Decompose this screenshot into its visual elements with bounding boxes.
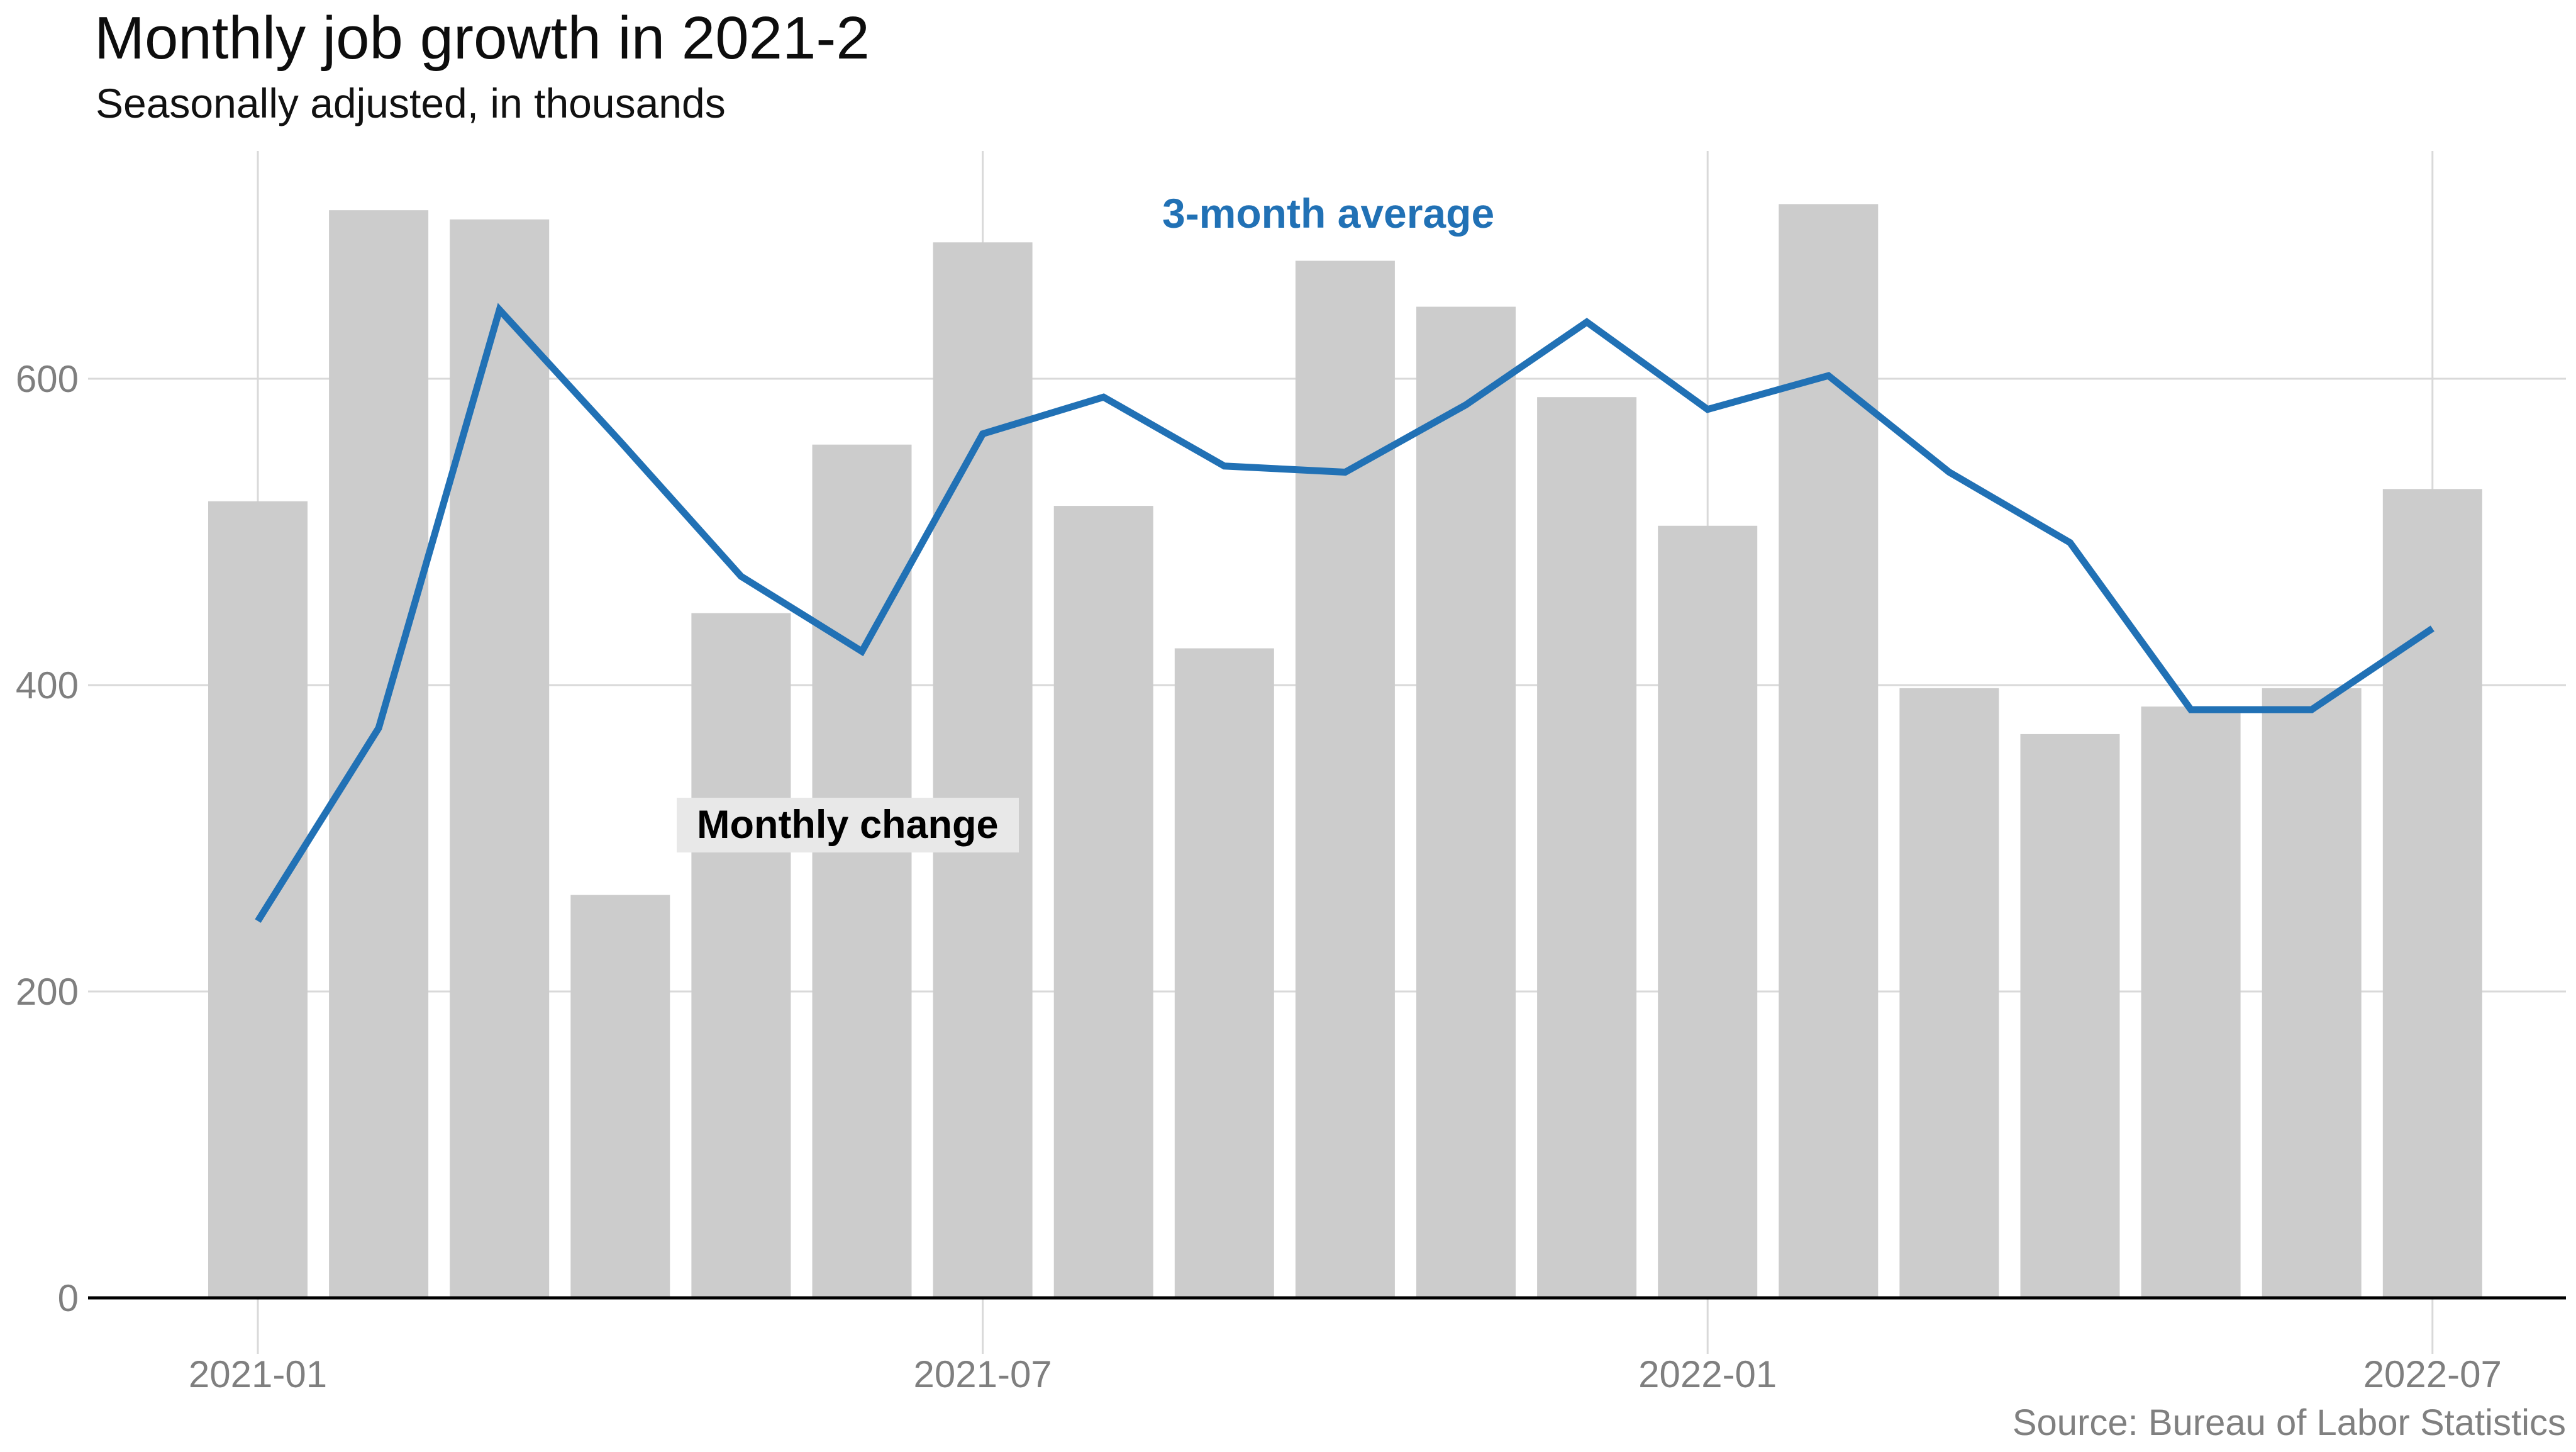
bar-monthly-change	[1053, 506, 1153, 1298]
y-tick-label: 0	[58, 1277, 79, 1319]
bar-monthly-change	[450, 219, 550, 1298]
bar-monthly-change	[1658, 525, 1758, 1298]
line-3-month-average	[255, 303, 2434, 923]
bar-monthly-change	[2262, 688, 2362, 1298]
y-tick-label: 400	[16, 664, 79, 706]
source-credit: Source: Bureau of Labor Statistics	[2012, 1402, 2566, 1443]
bar-monthly-change	[812, 444, 912, 1298]
bar-monthly-change	[2382, 489, 2482, 1298]
bar-monthly-change	[208, 501, 308, 1298]
bar-monthly-change	[570, 895, 670, 1298]
bar-monthly-change	[933, 242, 1033, 1298]
bar-monthly-change	[329, 210, 429, 1298]
x-tick-label: 2021-07	[913, 1353, 1052, 1395]
bar-series-label: Monthly change	[677, 798, 1019, 852]
y-tick-label: 600	[16, 358, 79, 400]
bar-monthly-change	[2141, 706, 2241, 1298]
chart-title: Monthly job growth in 2021-2	[94, 4, 870, 72]
bar-monthly-change	[1174, 648, 1274, 1298]
chart-subtitle: Seasonally adjusted, in thousands	[96, 80, 726, 126]
bar-monthly-change	[1537, 397, 1637, 1298]
x-tick-label: 2022-07	[2363, 1353, 2502, 1395]
bar-monthly-change	[1416, 306, 1516, 1298]
bar-monthly-change	[1899, 688, 1999, 1298]
x-tick-label: 2022-01	[1638, 1353, 1777, 1395]
line-series-label: 3-month average	[1162, 190, 1495, 237]
bar-monthly-change	[691, 613, 791, 1298]
x-tick-label: 2021-01	[189, 1353, 327, 1395]
bar-monthly-change	[1295, 260, 1395, 1298]
y-tick-label: 200	[16, 971, 79, 1013]
bar-monthly-change	[1779, 204, 1879, 1298]
bar-monthly-change	[2020, 734, 2120, 1298]
